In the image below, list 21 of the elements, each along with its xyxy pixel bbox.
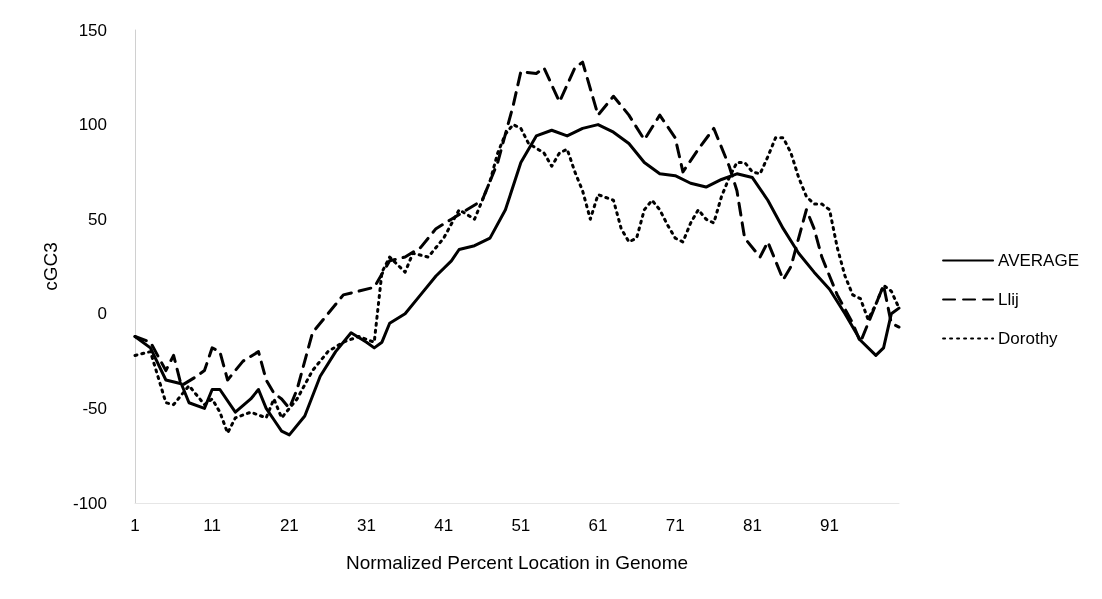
x-tick-label: 91 — [820, 516, 840, 535]
x-tick-label: 81 — [742, 516, 762, 535]
legend-label: Llij — [998, 290, 1019, 309]
x-tick-label: 51 — [511, 516, 531, 535]
x-tick-label: 21 — [279, 516, 299, 535]
x-tick-label: 11 — [203, 516, 221, 535]
y-tick-label: -100 — [72, 493, 107, 513]
x-tick-label: 1 — [130, 516, 140, 535]
y-tick-label: 50 — [88, 209, 107, 229]
x-tick-label: 41 — [434, 516, 454, 535]
legend-label: AVERAGE — [998, 251, 1079, 270]
x-tick-label: 71 — [665, 516, 685, 535]
y-tick-label: 150 — [78, 20, 107, 40]
legend-label: Dorothy — [998, 329, 1059, 348]
y-tick-label: 0 — [97, 304, 107, 324]
y-axis-title: cGC3 — [40, 242, 61, 291]
y-tick-label: -50 — [82, 398, 107, 418]
y-tick-label: 100 — [78, 115, 107, 135]
x-tick-label: 61 — [588, 516, 608, 535]
x-tick-label: 31 — [357, 516, 376, 535]
x-axis-title: Normalized Percent Location in Genome — [345, 552, 689, 573]
